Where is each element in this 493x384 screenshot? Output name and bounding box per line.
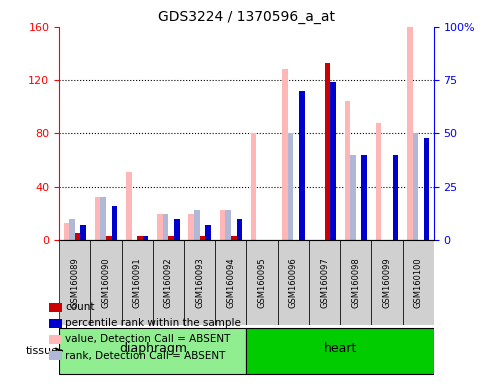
Bar	[143, 236, 148, 240]
FancyBboxPatch shape	[309, 240, 340, 325]
Bar	[413, 133, 418, 240]
Bar	[407, 27, 413, 240]
Bar	[251, 133, 256, 240]
Text: percentile rank within the sample: percentile rank within the sample	[65, 318, 241, 328]
Text: GSM160095: GSM160095	[258, 257, 267, 308]
Title: GDS3224 / 1370596_a_at: GDS3224 / 1370596_a_at	[158, 10, 335, 25]
FancyBboxPatch shape	[90, 240, 122, 325]
Bar	[225, 210, 231, 240]
Text: heart: heart	[323, 342, 357, 355]
Text: GSM160097: GSM160097	[320, 257, 329, 308]
Text: GSM160098: GSM160098	[352, 257, 360, 308]
Text: diaphragm: diaphragm	[119, 342, 187, 355]
FancyBboxPatch shape	[59, 240, 90, 325]
Bar	[137, 236, 143, 240]
Bar	[64, 223, 69, 240]
Bar	[163, 214, 169, 240]
Text: GSM160093: GSM160093	[195, 257, 204, 308]
Bar	[237, 218, 242, 240]
Bar	[392, 155, 398, 240]
Bar	[350, 155, 356, 240]
Bar	[200, 236, 205, 240]
Bar	[324, 63, 330, 240]
FancyBboxPatch shape	[246, 240, 278, 325]
Bar	[188, 214, 194, 240]
FancyBboxPatch shape	[122, 240, 153, 325]
FancyBboxPatch shape	[184, 240, 215, 325]
Bar	[345, 101, 350, 240]
Bar	[361, 155, 367, 240]
FancyBboxPatch shape	[403, 240, 434, 325]
Text: GSM160099: GSM160099	[383, 257, 391, 308]
Text: GSM160091: GSM160091	[133, 257, 141, 308]
Text: rank, Detection Call = ABSENT: rank, Detection Call = ABSENT	[65, 351, 225, 361]
Text: GSM160096: GSM160096	[289, 257, 298, 308]
Bar	[288, 133, 293, 240]
Bar	[330, 82, 336, 240]
Text: GSM160092: GSM160092	[164, 257, 173, 308]
Text: GSM160100: GSM160100	[414, 257, 423, 308]
Bar	[95, 197, 101, 240]
FancyBboxPatch shape	[153, 240, 184, 325]
FancyBboxPatch shape	[340, 240, 371, 325]
Text: GSM160094: GSM160094	[226, 257, 235, 308]
Bar	[376, 123, 382, 240]
Bar	[194, 210, 200, 240]
FancyBboxPatch shape	[215, 240, 246, 325]
Bar	[299, 91, 305, 240]
Bar	[69, 218, 75, 240]
Bar	[101, 197, 106, 240]
FancyBboxPatch shape	[59, 328, 246, 374]
Bar	[220, 210, 225, 240]
Text: count: count	[65, 302, 95, 312]
Bar	[157, 214, 163, 240]
Bar	[75, 233, 80, 240]
Bar	[231, 236, 237, 240]
Bar	[282, 70, 288, 240]
Bar	[106, 236, 111, 240]
Bar	[174, 218, 179, 240]
Bar	[424, 138, 429, 240]
Text: GSM160089: GSM160089	[70, 257, 79, 308]
Bar	[126, 172, 132, 240]
Text: tissue: tissue	[26, 346, 59, 356]
Text: GSM160090: GSM160090	[102, 257, 110, 308]
Bar	[169, 236, 174, 240]
Bar	[111, 206, 117, 240]
Text: value, Detection Call = ABSENT: value, Detection Call = ABSENT	[65, 334, 230, 344]
FancyBboxPatch shape	[278, 240, 309, 325]
Bar	[205, 225, 211, 240]
Bar	[80, 225, 86, 240]
FancyBboxPatch shape	[371, 240, 403, 325]
FancyBboxPatch shape	[246, 328, 434, 374]
